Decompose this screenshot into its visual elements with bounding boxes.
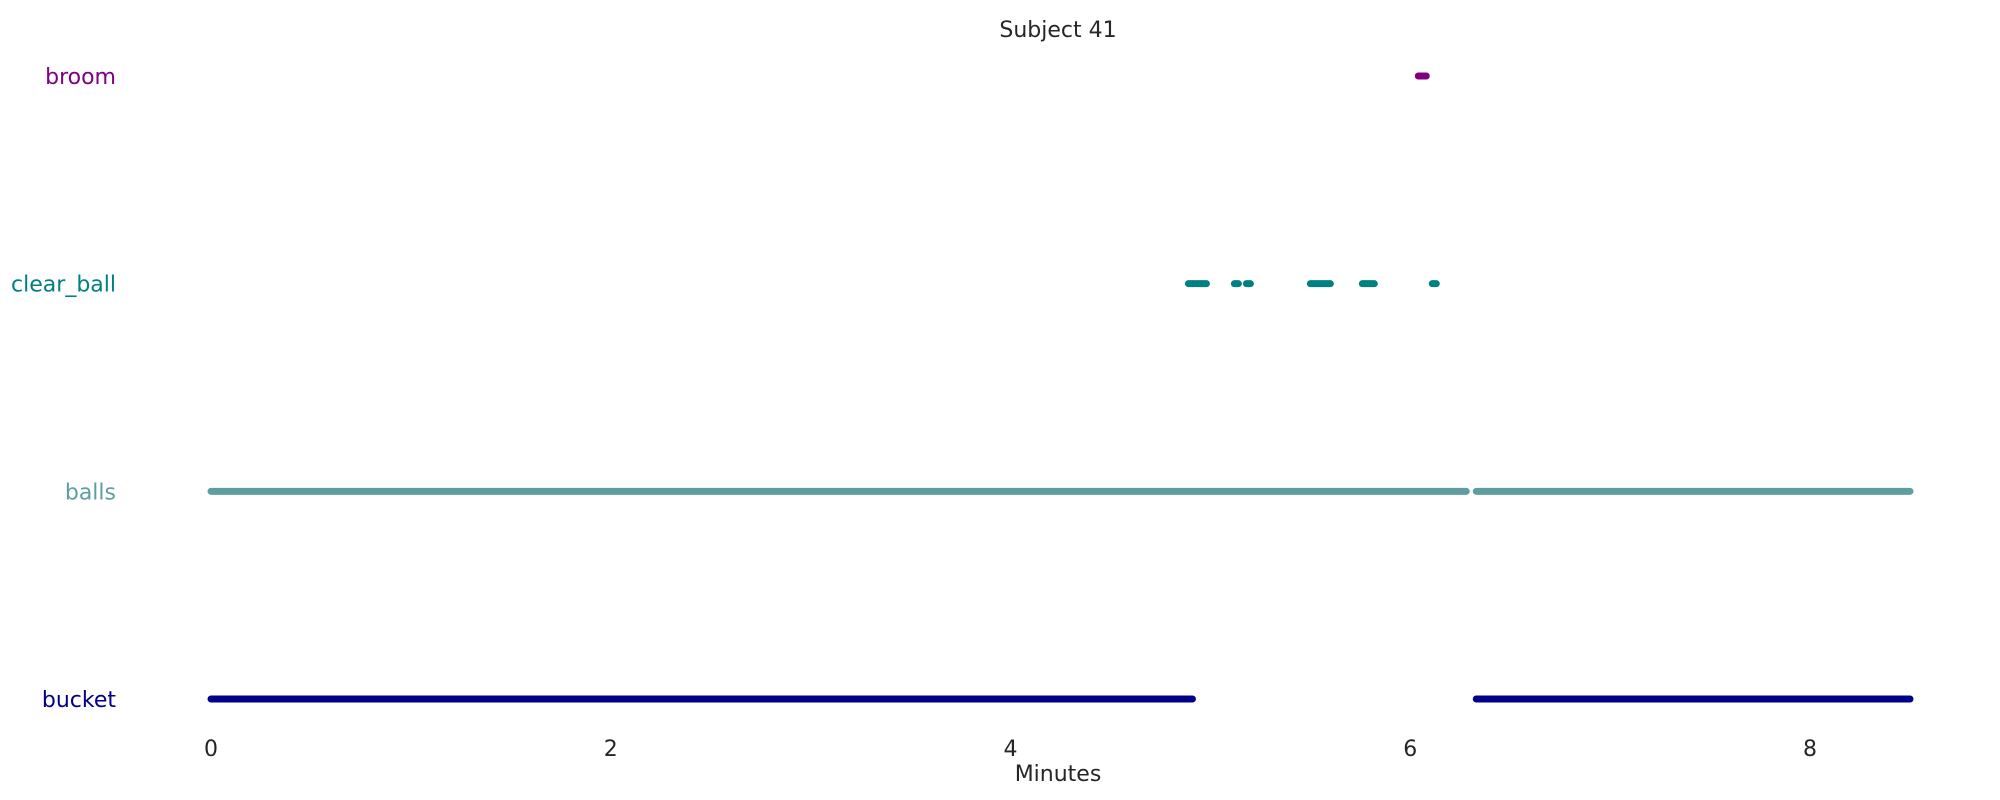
row-label-clear-ball: clear_ball [11,273,116,298]
x-tick-label: 2 [604,737,618,762]
chart-title: Subject 41 [999,18,1116,43]
x-tick-labels: 0 2 4 6 8 [204,737,1817,762]
x-tick-label: 6 [1403,737,1417,762]
row-label-bucket: bucket [42,688,116,713]
x-tick-label: 8 [1803,737,1817,762]
row-label-balls: balls [65,480,116,505]
row-label-broom: broom [45,65,116,90]
x-tick-label: 0 [204,737,218,762]
segments [207,72,1914,703]
x-axis-label: Minutes [1015,762,1102,787]
x-tick-label: 4 [1004,737,1018,762]
